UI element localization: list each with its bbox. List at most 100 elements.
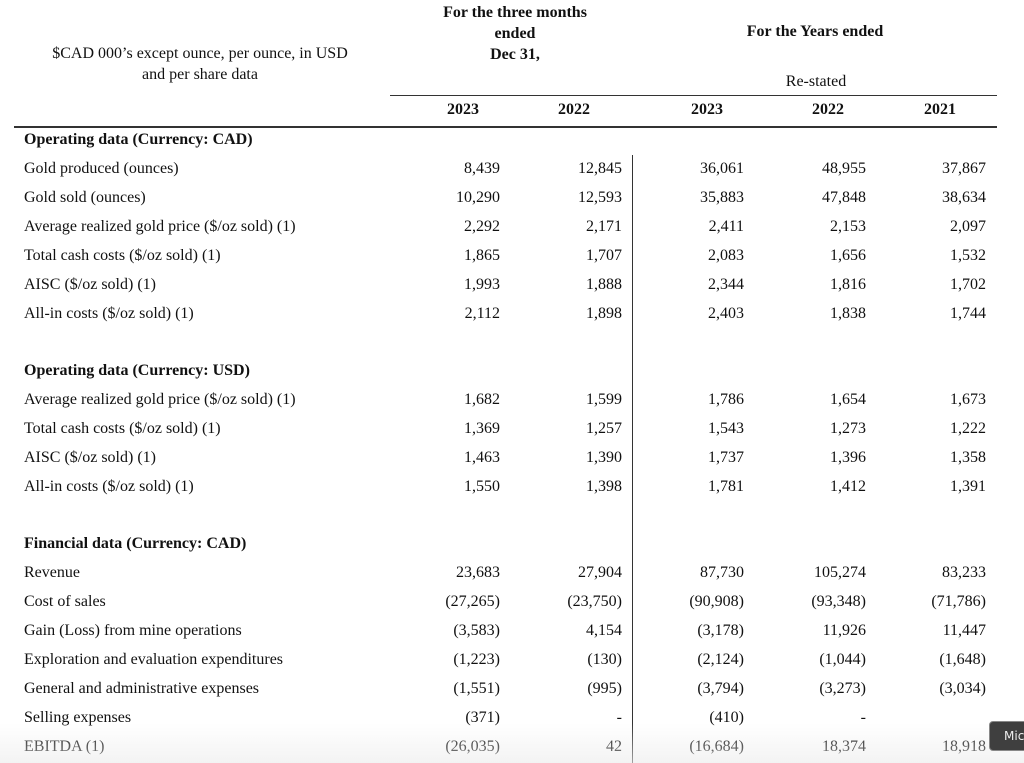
section-header: Operating data (Currency: CAD)	[0, 131, 1024, 153]
cell-value: 87,730	[700, 564, 744, 581]
cell-value: 2,292	[464, 218, 500, 235]
cell-value: 2,112	[464, 305, 500, 322]
cell-value: 36,061	[700, 160, 744, 177]
cell-value: (995)	[587, 680, 622, 697]
table-row: Total cash costs ($/oz sold) (1) 1,865 1,7…	[0, 247, 1024, 269]
column-header-year: 2021	[924, 101, 956, 118]
cell-value: 1,654	[830, 391, 866, 408]
section-title: Operating data (Currency: USD)	[24, 362, 250, 379]
cell-value: (3,273)	[819, 680, 866, 697]
cell-value: 1,781	[708, 478, 744, 495]
table-row: General and administrative expenses (1,55…	[0, 680, 1024, 702]
cell-value: (3,583)	[453, 622, 500, 639]
table-row: AISC ($/oz sold) (1) 1,463 1,390 1,737 1,396…	[0, 449, 1024, 471]
cell-value: 1,369	[464, 420, 500, 437]
caption-line: $CAD 000’s except ounce, per ounce, in U…	[52, 45, 348, 62]
cell-value: 12,845	[578, 160, 622, 177]
cell-value: 1,358	[950, 449, 986, 466]
cell-value: 1,463	[464, 449, 500, 466]
row-label: Average realized gold price ($/oz sold) …	[24, 218, 296, 235]
cell-value: 1,786	[708, 391, 744, 408]
bottom-fade	[0, 723, 1024, 763]
cell-value: 10,290	[456, 189, 500, 206]
cell-value: 1,412	[830, 478, 866, 495]
cell-value: 1,257	[586, 420, 622, 437]
cell-value: (3,794)	[697, 680, 744, 697]
row-label: Average realized gold price ($/oz sold) …	[24, 391, 296, 408]
header-line: For the three months	[443, 4, 587, 21]
cell-value: 105,274	[814, 564, 866, 581]
cell-value: (1,223)	[453, 651, 500, 668]
cell-value: 48,955	[822, 160, 866, 177]
header-divider	[390, 95, 997, 96]
cell-value: 2,171	[586, 218, 622, 235]
cell-value: 2,153	[830, 218, 866, 235]
cell-value: 1,222	[950, 420, 986, 437]
row-label: Exploration and evaluation expenditures	[24, 651, 284, 668]
table-row: Total cash costs ($/oz sold) (1) 1,369 1,2…	[0, 420, 1024, 442]
cell-value: (71,786)	[931, 593, 986, 610]
table-row: AISC ($/oz sold) (1) 1,993 1,888 2,344 1,816…	[0, 276, 1024, 298]
cell-value: (130)	[587, 651, 622, 668]
cell-value: 1,865	[464, 247, 500, 264]
cell-value: (1,551)	[453, 680, 500, 697]
table-row: Selling expenses (371) - (410) -	[0, 709, 1024, 731]
cell-value: 1,993	[464, 276, 500, 293]
cell-value: 1,656	[830, 247, 866, 264]
cell-value: (410)	[709, 709, 744, 726]
table-row: Average realized gold price ($/oz sold) …	[0, 391, 1024, 413]
years-header: For the Years ended	[746, 23, 884, 40]
cell-value: 1,396	[830, 449, 866, 466]
row-label: AISC ($/oz sold) (1)	[24, 449, 156, 466]
row-label: General and administrative expenses	[24, 680, 260, 697]
cell-value: 11,447	[942, 622, 986, 639]
cell-value: 1,543	[708, 420, 744, 437]
cell-value: 1,673	[950, 391, 986, 408]
cell-value: 1,707	[586, 247, 622, 264]
cell-value: 38,634	[942, 189, 986, 206]
table-row: Exploration and evaluation expenditures (…	[0, 651, 1024, 673]
cell-value: (93,348)	[811, 593, 866, 610]
cell-value: 2,083	[708, 247, 744, 264]
header-line: Dec 31,	[490, 46, 540, 63]
cell-value: (23,750)	[567, 593, 622, 610]
cell-value: 1,737	[708, 449, 744, 466]
column-separator	[632, 155, 633, 763]
row-label: Gain (Loss) from mine operations	[24, 622, 242, 639]
table-row: Cost of sales (27,265) (23,750) (90,908) (93…	[0, 593, 1024, 615]
tooltip: Mic	[989, 721, 1024, 751]
three-months-header: For the three months ended Dec 31,	[400, 2, 630, 65]
cell-value: 4,154	[586, 622, 622, 639]
row-label: Cost of sales	[24, 593, 106, 610]
cell-value: 1,390	[586, 449, 622, 466]
section-header: Financial data (Currency: CAD)	[0, 535, 1024, 557]
header-line: ended	[494, 25, 536, 42]
cell-value: 35,883	[700, 189, 744, 206]
cell-value: 37,867	[942, 160, 986, 177]
section-title: Operating data (Currency: CAD)	[24, 131, 253, 148]
cell-value: (3,034)	[939, 680, 986, 697]
table-row: Gain (Loss) from mine operations (3,583) 4…	[0, 622, 1024, 644]
cell-value: 1,888	[586, 276, 622, 293]
table-row: All-in costs ($/oz sold) (1) 1,550 1,398 1,…	[0, 478, 1024, 500]
cell-value: (2,124)	[697, 651, 744, 668]
cell-value: 2,344	[708, 276, 744, 293]
cell-value: 1,816	[830, 276, 866, 293]
row-label: All-in costs ($/oz sold) (1)	[24, 478, 194, 495]
cell-value: 12,593	[578, 189, 622, 206]
caption-line: and per share data	[142, 66, 258, 83]
cell-value: 83,233	[942, 564, 986, 581]
restated-label: Re-stated	[785, 73, 847, 90]
row-label: Gold sold (ounces)	[24, 189, 146, 206]
cell-value: 1,898	[586, 305, 622, 322]
cell-value: 2,097	[950, 218, 986, 235]
column-header-year: 2022	[558, 101, 590, 118]
cell-value: 8,439	[464, 160, 500, 177]
cell-value: 1,682	[464, 391, 500, 408]
row-label: AISC ($/oz sold) (1)	[24, 276, 156, 293]
table-row: Average realized gold price ($/oz sold) …	[0, 218, 1024, 240]
cell-value: 11,926	[822, 622, 866, 639]
cell-value: (27,265)	[445, 593, 500, 610]
cell-value: 1,532	[950, 247, 986, 264]
cell-value: 23,683	[456, 564, 500, 581]
